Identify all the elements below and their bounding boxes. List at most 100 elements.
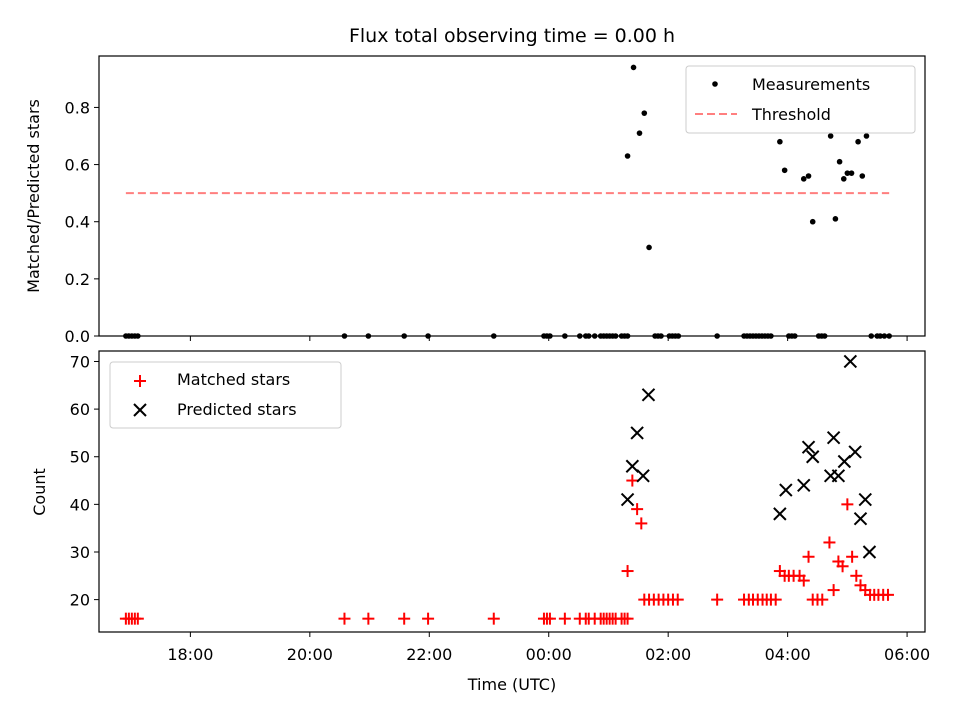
measurement-point xyxy=(805,173,812,179)
x-tick-label: 18:00 xyxy=(167,645,213,664)
predicted-stars-point xyxy=(843,354,858,369)
matched-stars-point xyxy=(631,503,644,516)
matched-stars-point xyxy=(836,560,849,573)
predicted-stars-point xyxy=(773,507,787,521)
y-tick-label: 70 xyxy=(70,352,90,371)
measurement-point xyxy=(848,170,855,176)
predicted-stars-point xyxy=(831,469,846,483)
measurement-point xyxy=(646,244,652,251)
predicted-stars-point xyxy=(625,459,640,473)
count-y-axis-label: Count xyxy=(30,468,49,516)
measurement-point xyxy=(844,170,851,176)
measurement-point xyxy=(809,218,816,225)
count-marks xyxy=(119,354,894,625)
ratio-y-axis: 0.0 0.2 0.4 0.6 0.8 xyxy=(65,98,99,346)
predicted-stars-point xyxy=(837,454,852,469)
measurement-point xyxy=(859,173,866,179)
y-tick-label: 0.2 xyxy=(65,270,90,289)
matched-stars-point xyxy=(816,593,829,606)
measurement-point xyxy=(827,133,834,139)
predicted-stars-point xyxy=(801,440,816,454)
y-tick-label: 50 xyxy=(70,448,90,467)
matched-stars-point xyxy=(769,593,782,606)
ratio-legend-box xyxy=(685,65,916,134)
predicted-stars-point xyxy=(779,483,793,497)
measurement-point xyxy=(863,133,870,139)
measurement-point xyxy=(624,153,631,159)
legend-matched-label: Matched stars xyxy=(177,370,290,389)
matched-stars-point xyxy=(338,612,351,625)
ratio-y-axis-label: Matched/Predicted stars xyxy=(24,99,43,293)
count-legend: Matched stars Predicted stars xyxy=(109,361,342,429)
matched-stars-point xyxy=(846,550,859,563)
matched-stars-point xyxy=(797,574,810,587)
matched-stars-point xyxy=(671,593,684,606)
x-tick-label: 22:00 xyxy=(406,645,452,664)
x-tick-label: 06:00 xyxy=(884,645,930,664)
predicted-stars-point xyxy=(862,545,877,559)
matched-stars-point xyxy=(362,612,375,625)
y-tick-label: 0.0 xyxy=(65,327,90,346)
measurement-point xyxy=(855,138,861,145)
count-panel: 20 30 40 50 60 70 18:00 20:00 22:00 00:00 02:00 04… xyxy=(30,350,930,694)
matched-stars-point xyxy=(827,584,840,597)
x-tick-label: 02:00 xyxy=(645,645,691,664)
predicted-stars-point xyxy=(636,469,650,483)
measurement-point xyxy=(636,130,643,136)
count-x-axis: 18:00 20:00 22:00 00:00 02:00 04:00 06:00 xyxy=(167,632,930,664)
predicted-stars-point xyxy=(826,430,841,445)
matched-stars-point xyxy=(711,593,724,606)
x-tick-label: 20:00 xyxy=(287,645,333,664)
matched-stars-point xyxy=(543,612,556,625)
matched-stars-point xyxy=(881,588,894,601)
matched-stars-point xyxy=(841,498,854,511)
measurement-point xyxy=(777,138,783,145)
ratio-legend: Measurements Threshold xyxy=(685,65,916,134)
y-tick-label: 40 xyxy=(70,495,90,514)
matched-stars-point xyxy=(131,612,144,625)
predicted-stars-point xyxy=(848,445,862,459)
measurement-point xyxy=(781,167,788,174)
count-legend-box xyxy=(109,361,342,429)
measurement-point xyxy=(641,110,648,116)
x-tick-label: 04:00 xyxy=(765,645,811,664)
measurement-point xyxy=(836,158,843,165)
matched-stars-point xyxy=(850,569,863,582)
legend-predicted-label: Predicted stars xyxy=(177,400,297,419)
legend-measurements-label: Measurements xyxy=(752,75,870,94)
matched-stars-point xyxy=(635,517,648,530)
count-x-axis-label: Time (UTC) xyxy=(467,675,556,694)
chart-title: Flux total observing time = 0.00 h xyxy=(349,25,675,47)
measurement-point xyxy=(832,216,839,222)
ratio-panel-frame xyxy=(98,55,926,337)
predicted-stars-point xyxy=(853,511,868,526)
predicted-stars-point xyxy=(806,450,820,464)
count-y-axis: 20 30 40 50 60 70 xyxy=(70,352,99,610)
predicted-stars-point xyxy=(797,478,811,493)
y-tick-label: 20 xyxy=(70,591,90,610)
predicted-stars-point xyxy=(641,388,656,402)
measurement-point xyxy=(630,64,637,71)
matched-stars-point xyxy=(823,536,836,549)
legend-matched-marker xyxy=(134,375,146,387)
matched-stars-point xyxy=(487,612,500,625)
predicted-stars-point xyxy=(858,492,872,507)
y-tick-label: 30 xyxy=(70,543,90,562)
y-tick-label: 60 xyxy=(70,400,90,419)
measurement-point xyxy=(800,176,807,182)
legend-measurements-marker xyxy=(712,81,718,87)
legend-predicted-marker xyxy=(133,403,147,417)
y-tick-label: 0.6 xyxy=(65,156,90,175)
matched-stars-point xyxy=(621,565,634,578)
matched-stars-point xyxy=(802,550,815,563)
measurement-point xyxy=(840,176,847,182)
x-tick-label: 00:00 xyxy=(526,645,572,664)
y-tick-label: 0.8 xyxy=(65,98,90,117)
matched-stars-point xyxy=(398,612,411,625)
matched-stars-point xyxy=(626,474,639,487)
predicted-stars-point xyxy=(620,492,635,507)
ratio-panel: 0.00.20.40.60.8 Matched/Predicted stars … xyxy=(24,55,926,346)
legend-threshold-label: Threshold xyxy=(751,105,831,124)
ratio-x-axis xyxy=(189,336,908,341)
